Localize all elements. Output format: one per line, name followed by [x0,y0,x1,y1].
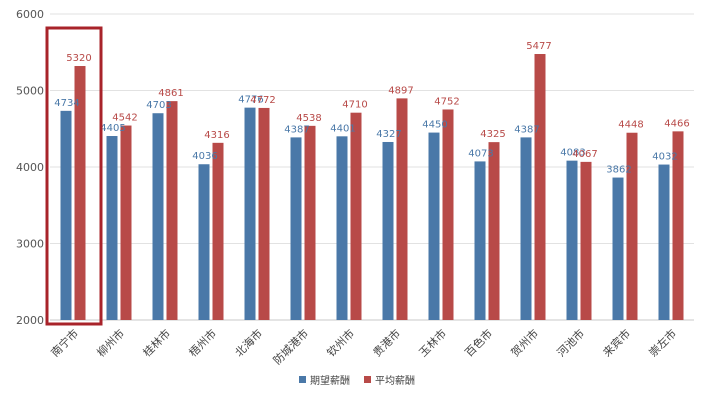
data-label: 4067 [572,149,597,160]
bar-expected [474,161,486,320]
bar-average [74,66,86,321]
data-label: 4387 [284,124,309,135]
x-tick-label: 玉林市 [416,326,449,359]
data-label: 4032 [652,152,677,163]
data-label: 4466 [664,118,689,129]
bar-expected [566,160,578,320]
data-label: 5477 [526,41,551,52]
bar-average [258,107,270,320]
bar-average [488,142,500,320]
data-label: 4448 [618,120,643,131]
data-label: 4538 [296,113,321,124]
bar-average [120,125,132,320]
x-tick-label: 贵港市 [370,326,403,359]
bar-expected [520,137,532,320]
bar-expected [612,177,624,320]
data-label: 4405 [100,123,125,134]
bar-expected [658,164,670,320]
bar-average [304,125,316,320]
bar-average [166,101,178,320]
bar-expected [428,132,440,320]
bar-expected [60,110,72,320]
data-label: 4450 [422,120,447,131]
bar-average [672,131,684,320]
x-tick-label: 钦州市 [324,326,357,359]
data-label: 4036 [192,151,217,162]
x-tick-label: 柳州市 [94,326,127,359]
legend-swatch [299,375,306,383]
bar-average [442,109,454,320]
data-label: 4752 [434,96,459,107]
bar-expected [152,113,164,321]
x-tick-label: 贺州市 [508,326,541,359]
data-label: 4073 [468,148,493,159]
bar-average [580,161,592,320]
bar-expected [336,136,348,320]
data-label: 4776 [238,95,263,106]
y-tick-label: 5000 [16,85,44,98]
bar-expected [290,137,302,320]
x-tick-label: 北海市 [232,326,265,359]
y-axis-ticks: 2000 3000 4000 5000 6000 [16,8,44,327]
bar-expected [106,136,118,320]
data-label: 4772 [250,95,275,106]
data-label: 4083 [560,148,585,159]
data-label: 4861 [158,88,183,99]
bars [60,54,684,321]
legend-label: 期望薪酬 [310,375,350,387]
bar-average [350,112,362,320]
x-tick-label: 河池市 [554,326,587,359]
data-label: 4316 [204,130,229,141]
data-label: 4325 [480,129,505,140]
data-label: 4703 [146,100,171,111]
bar-average [396,98,408,320]
gridlines [50,13,694,321]
data-label: 4734 [54,98,79,109]
legend-item-series-2: 平均薪酬 [364,372,415,387]
y-tick-label: 6000 [16,8,44,21]
x-tick-label: 南宁市 [48,326,81,359]
data-label: 4710 [342,100,367,111]
y-tick-label: 4000 [16,161,44,174]
bar-expected [244,107,256,320]
bar-average [212,142,224,320]
bar-average [626,132,638,320]
y-tick-label: 3000 [16,238,44,251]
x-tick-label: 梧州市 [186,326,219,359]
x-tick-label: 来宾市 [600,326,633,359]
x-tick-label: 崇左市 [646,326,679,359]
bar-expected [198,164,210,320]
y-tick-label: 2000 [16,314,44,327]
x-tick-label: 防城港市 [270,326,311,367]
data-label: 4401 [330,123,355,134]
legend-swatch [364,375,371,383]
data-label: 4327 [376,129,401,140]
highlight-box [45,26,103,326]
data-label: 4542 [112,113,137,124]
bar-expected [382,141,394,320]
data-label: 4387 [514,124,539,135]
legend: 期望薪酬 平均薪酬 [0,371,714,387]
data-label: 5320 [66,53,91,64]
legend-item-series-1: 期望薪酬 [299,372,350,387]
bar-average [534,54,546,321]
data-label: 3862 [606,165,631,176]
legend-label: 平均薪酬 [375,375,415,387]
data-label: 4897 [388,85,413,96]
x-axis-ticks: 南宁市 柳州市 桂林市 梧州市 北海市 防城港市 钦州市 贵港市 玉林市 百色市 贺州市 河池市 来宾市… [48,326,679,367]
x-tick-label: 百色市 [462,326,495,359]
x-tick-label: 桂林市 [140,326,173,359]
